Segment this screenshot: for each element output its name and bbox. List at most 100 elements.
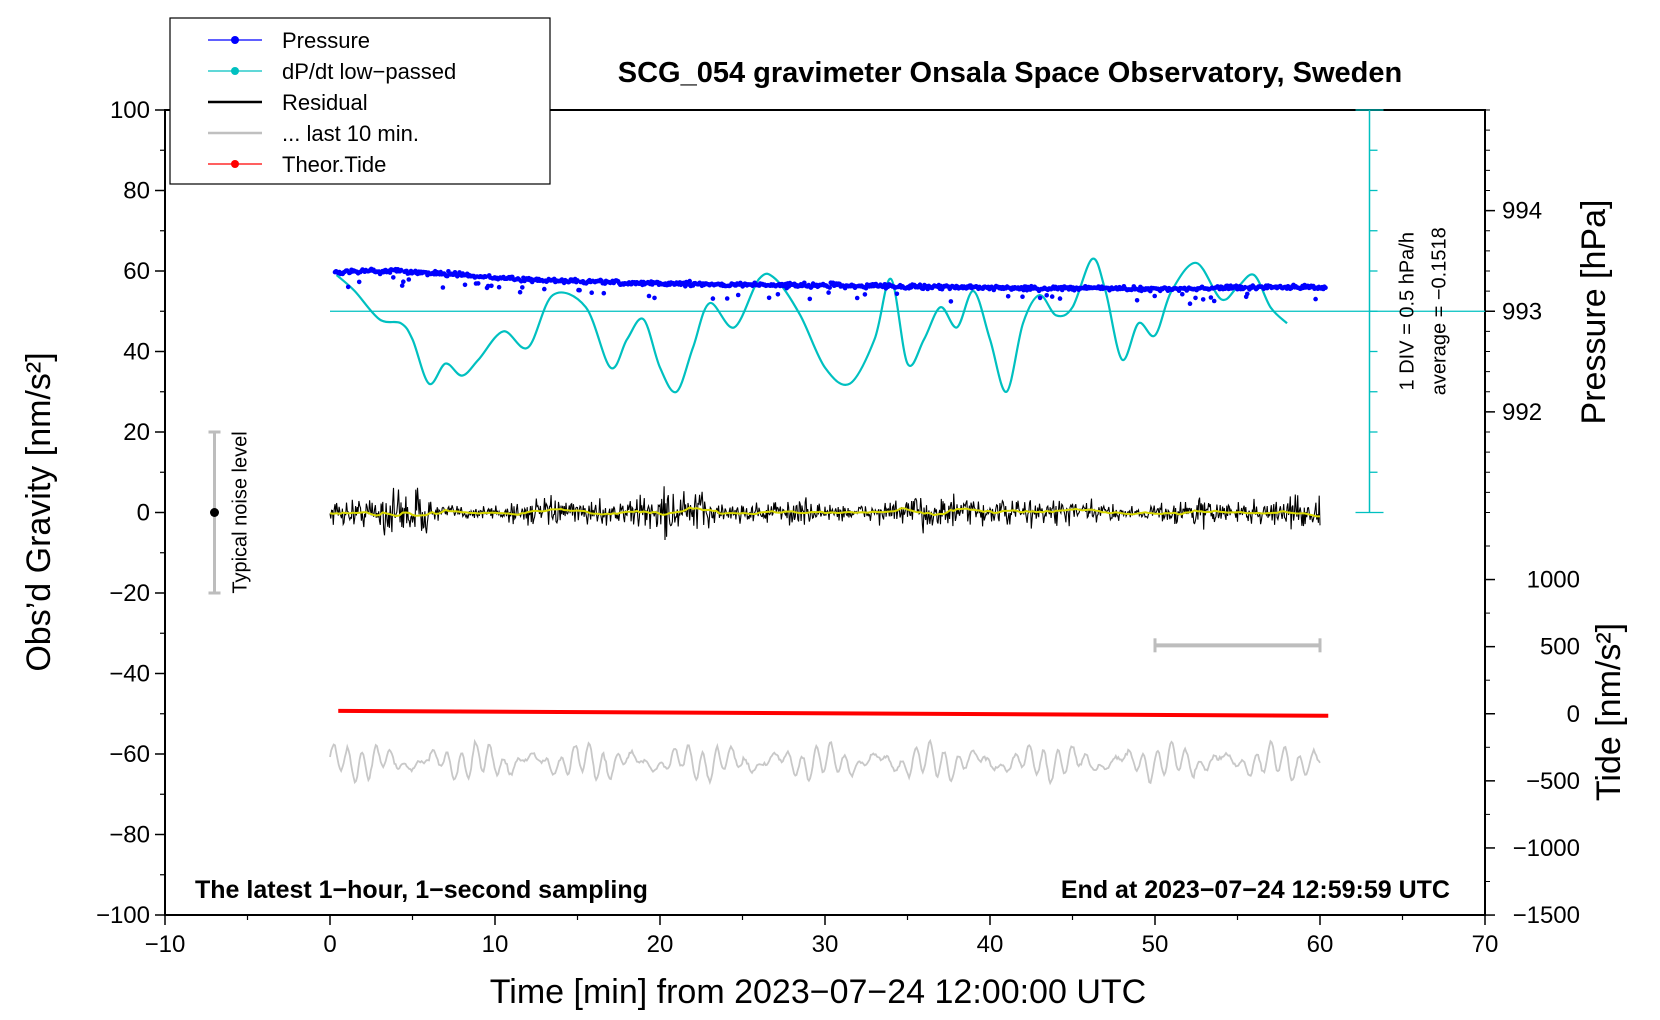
pressure-point bbox=[1180, 291, 1185, 297]
tide-axis-title: Tide [nm/s²] bbox=[1590, 623, 1628, 801]
pressure-point bbox=[766, 295, 772, 301]
dpdt-series bbox=[335, 257, 1288, 394]
y-tick-label: 100 bbox=[110, 97, 150, 124]
pressure-point bbox=[1245, 291, 1250, 297]
pressure-point bbox=[894, 291, 900, 297]
residual-smoothed-line bbox=[329, 506, 1320, 518]
scale-div-label: 1 DIV = 0.5 hPa/h bbox=[1397, 232, 1419, 390]
y-tick-label: −60 bbox=[109, 741, 150, 768]
pressure-point bbox=[391, 275, 396, 280]
x-tick-label: 60 bbox=[1307, 931, 1334, 958]
y-tick-label: 80 bbox=[123, 178, 150, 205]
theor-tide-line bbox=[338, 708, 1329, 718]
pressure-point bbox=[948, 299, 954, 304]
pressure-point bbox=[475, 281, 481, 286]
residual-series bbox=[329, 486, 1321, 541]
pressure-point bbox=[1193, 295, 1198, 301]
x-tick-label: 10 bbox=[482, 931, 509, 958]
pressure-point bbox=[710, 296, 716, 301]
x-tick-label: −10 bbox=[145, 931, 186, 958]
last-10-min-series bbox=[329, 738, 1321, 786]
y-tick-label: 60 bbox=[123, 258, 150, 285]
pressure-tick-label: 992 bbox=[1502, 399, 1542, 426]
pressure-point bbox=[1208, 295, 1214, 300]
legend-label: Theor.Tide bbox=[282, 152, 386, 177]
x-tick-label: 30 bbox=[812, 931, 839, 958]
pressure-point bbox=[489, 283, 494, 289]
x-tick-label: 40 bbox=[977, 931, 1004, 958]
pressure-point bbox=[1211, 298, 1217, 304]
annotations bbox=[208, 109, 1485, 653]
pressure-point bbox=[1049, 294, 1055, 299]
pressure-point bbox=[826, 290, 831, 295]
pressure-point bbox=[1021, 287, 1026, 293]
pressure-point bbox=[518, 279, 524, 284]
legend-label: Residual bbox=[282, 90, 368, 115]
pressure-point bbox=[735, 292, 741, 298]
pressure-point bbox=[520, 285, 525, 290]
pressure-point bbox=[517, 289, 523, 295]
sampling-note: The latest 1−hour, 1−second sampling bbox=[195, 876, 648, 904]
tide-tick-label: −500 bbox=[1526, 768, 1580, 795]
pressure-point bbox=[399, 283, 405, 288]
pressure-point bbox=[542, 286, 547, 292]
tide-axis-ticks: −1500 −1000 −500 0 500 1000 bbox=[1485, 545, 1580, 929]
pressure-point bbox=[652, 295, 657, 301]
noise-center-dot bbox=[210, 508, 219, 517]
tide-tick-label: −1500 bbox=[1513, 902, 1580, 929]
y-axis-title: Obs’d Gravity [nm/s²] bbox=[20, 352, 58, 671]
pressure-point bbox=[1134, 298, 1140, 303]
pressure-point bbox=[601, 290, 607, 296]
pressure-point bbox=[1037, 295, 1043, 301]
legend-label: ... last 10 min. bbox=[282, 121, 419, 146]
legend-swatch-marker bbox=[231, 36, 239, 44]
theor-tide-series bbox=[338, 708, 1329, 718]
pressure-point bbox=[1057, 296, 1063, 301]
y-tick-label: −100 bbox=[96, 902, 150, 929]
pressure-point bbox=[356, 279, 362, 285]
pressure-point bbox=[485, 283, 491, 289]
pressure-point bbox=[854, 295, 860, 301]
pressure-tick-label: 993 bbox=[1502, 298, 1542, 325]
pressure-point bbox=[1323, 285, 1328, 291]
dpdt-line bbox=[335, 257, 1288, 394]
pressure-point bbox=[1200, 297, 1206, 302]
pressure-point bbox=[1152, 293, 1157, 299]
pressure-axis-ticks: 992 993 994 bbox=[1485, 109, 1542, 513]
pressure-series bbox=[332, 266, 1328, 307]
y-tick-label: 0 bbox=[137, 500, 150, 527]
pressure-point bbox=[807, 296, 813, 302]
pressure-point bbox=[406, 277, 412, 282]
tide-tick-label: 0 bbox=[1567, 701, 1580, 728]
x-axis-title: Time [min] from 2023−07−24 12:00:00 UTC bbox=[490, 973, 1146, 1011]
legend-label: dP/dt low−passed bbox=[282, 59, 456, 84]
pressure-point bbox=[646, 293, 652, 299]
legend-swatch-marker bbox=[231, 160, 239, 168]
legend-label: Pressure bbox=[282, 28, 370, 53]
x-tick-label: 70 bbox=[1472, 931, 1499, 958]
chart-title: SCG_054 gravimeter Onsala Space Observat… bbox=[618, 57, 1402, 89]
noise-level-label: Typical noise level bbox=[230, 431, 252, 593]
y-tick-label: −80 bbox=[109, 822, 150, 849]
pressure-point bbox=[1020, 294, 1025, 300]
x-tick-label: 50 bbox=[1142, 931, 1169, 958]
legend: Pressure dP/dt low−passed Residual ... last… bbox=[169, 17, 551, 185]
tide-tick-label: 500 bbox=[1540, 634, 1580, 661]
x-tick-label: 0 bbox=[323, 931, 336, 958]
pressure-point bbox=[496, 284, 502, 290]
y-axis-ticks: −100 −80 −60 −40 −20 0 20 40 60 80 100 bbox=[96, 97, 165, 929]
x-tick-label: 20 bbox=[647, 931, 674, 958]
y-tick-label: 20 bbox=[123, 419, 150, 446]
pressure-point bbox=[440, 285, 446, 290]
pressure-point bbox=[1044, 293, 1049, 298]
pressure-point bbox=[775, 292, 781, 297]
pressure-point bbox=[827, 285, 832, 290]
pressure-point bbox=[462, 282, 468, 288]
tide-tick-label: −1000 bbox=[1513, 835, 1580, 862]
pressure-point bbox=[577, 287, 582, 293]
pressure-point bbox=[687, 278, 692, 284]
pressure-point bbox=[1187, 301, 1193, 307]
pressure-axis-title: Pressure [hPa] bbox=[1575, 200, 1613, 425]
scale-average-label: average = −0.1518 bbox=[1429, 227, 1451, 395]
